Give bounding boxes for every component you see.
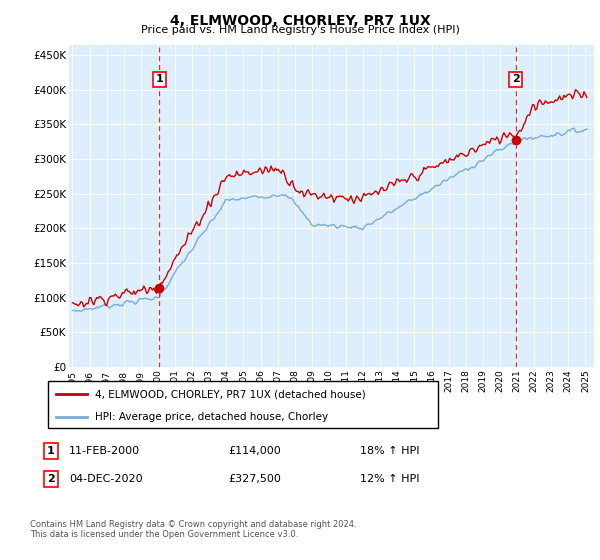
Text: 4, ELMWOOD, CHORLEY, PR7 1UX: 4, ELMWOOD, CHORLEY, PR7 1UX: [170, 14, 430, 28]
Text: £327,500: £327,500: [228, 474, 281, 484]
FancyBboxPatch shape: [48, 381, 438, 428]
Text: Contains HM Land Registry data © Crown copyright and database right 2024.
This d: Contains HM Land Registry data © Crown c…: [30, 520, 356, 539]
Text: £114,000: £114,000: [228, 446, 281, 456]
Text: 2: 2: [512, 74, 520, 85]
Text: HPI: Average price, detached house, Chorley: HPI: Average price, detached house, Chor…: [95, 412, 328, 422]
Text: 1: 1: [47, 446, 55, 456]
Text: 1: 1: [155, 74, 163, 85]
Text: Price paid vs. HM Land Registry's House Price Index (HPI): Price paid vs. HM Land Registry's House …: [140, 25, 460, 35]
Text: 18% ↑ HPI: 18% ↑ HPI: [360, 446, 419, 456]
Text: 4, ELMWOOD, CHORLEY, PR7 1UX (detached house): 4, ELMWOOD, CHORLEY, PR7 1UX (detached h…: [95, 389, 365, 399]
Text: 12% ↑ HPI: 12% ↑ HPI: [360, 474, 419, 484]
Text: 2: 2: [47, 474, 55, 484]
Text: 04-DEC-2020: 04-DEC-2020: [69, 474, 143, 484]
Text: 11-FEB-2000: 11-FEB-2000: [69, 446, 140, 456]
